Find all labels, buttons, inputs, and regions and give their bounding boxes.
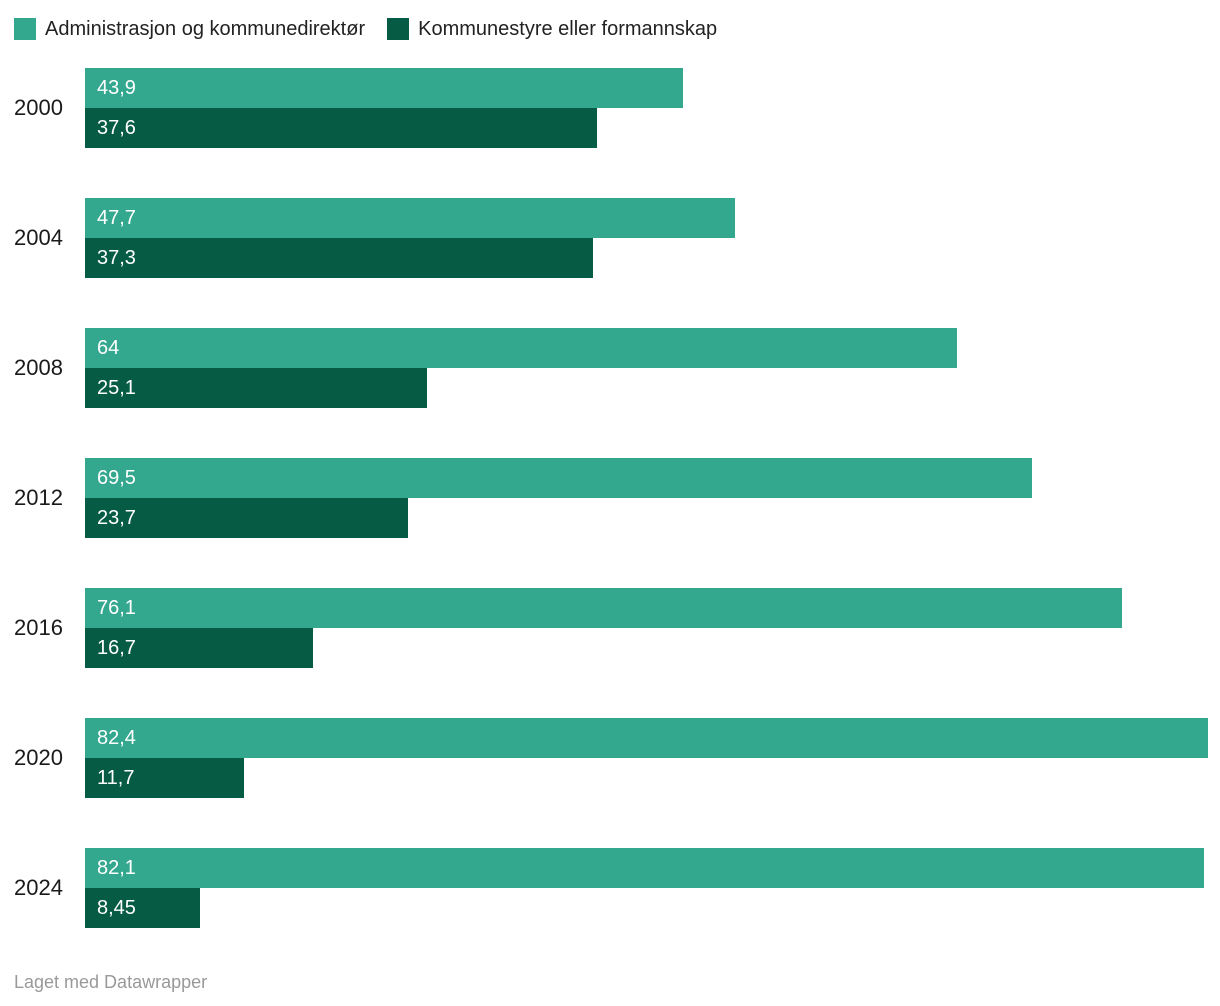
category-label: 2024	[14, 875, 63, 900]
legend-label: Kommunestyre eller formannskap	[418, 18, 718, 40]
category-label: 2008	[14, 355, 63, 380]
legend-swatch-icon	[387, 18, 410, 40]
bar-value-label: 23,7	[97, 507, 136, 529]
bar-pair: 64 25,1	[85, 328, 1208, 408]
bar-group: 2020 82,4 11,7	[14, 718, 1208, 798]
bar-value-label: 47,7	[97, 207, 136, 229]
bar[interactable]: 25,1	[85, 368, 428, 408]
bar-pair: 43,9 37,6	[85, 68, 1208, 148]
bar[interactable]: 82,4	[85, 718, 1208, 758]
bar[interactable]: 37,6	[85, 108, 598, 148]
bar-value-label: 64	[97, 337, 120, 359]
bar[interactable]: 16,7	[85, 628, 313, 668]
attribution: Laget med Datawrapper	[14, 972, 208, 992]
bar[interactable]: 47,7	[85, 198, 736, 238]
bar[interactable]: 76,1	[85, 588, 1123, 628]
legend-item: Administrasjon og kommunedirektør	[14, 17, 365, 41]
bar-group: 2000 43,9 37,6	[14, 68, 1208, 148]
bar-value-label: 8,45	[97, 897, 136, 919]
bar-group: 2024 82,1 8,45	[14, 848, 1208, 928]
bar[interactable]: 64	[85, 328, 958, 368]
bar[interactable]: 82,1	[85, 848, 1204, 888]
bar-value-label: 25,1	[97, 377, 136, 399]
bar-pair: 76,1 16,7	[85, 588, 1208, 668]
bar[interactable]: 8,45	[85, 888, 201, 928]
category-label: 2020	[14, 745, 63, 770]
bar[interactable]: 43,9	[85, 68, 684, 108]
bar-pair: 69,5 23,7	[85, 458, 1208, 538]
bar[interactable]: 23,7	[85, 498, 408, 538]
category-label: 2004	[14, 225, 63, 250]
plot-area: 2000 43,9 37,6 2004 47,7 37,3 2008 64 25,1 2012 69…	[14, 68, 1208, 928]
legend-swatch-icon	[14, 18, 36, 40]
category-label: 2016	[14, 615, 63, 640]
legend-item: Kommunestyre eller formannskap	[387, 17, 717, 41]
bar-value-label: 37,6	[97, 117, 136, 139]
category-label: 2012	[14, 485, 63, 510]
bar-value-label: 82,4	[97, 727, 136, 749]
bar-pair: 82,4 11,7	[85, 718, 1208, 798]
bar-value-label: 43,9	[97, 77, 136, 99]
bar-value-label: 37,3	[97, 247, 136, 269]
bar[interactable]: 69,5	[85, 458, 1033, 498]
legend-label: Administrasjon og kommunedirektør	[45, 18, 366, 40]
bar-value-label: 82,1	[97, 857, 136, 879]
bar[interactable]: 37,3	[85, 238, 594, 278]
bar-group: 2012 69,5 23,7	[14, 458, 1208, 538]
bar-value-label: 76,1	[97, 597, 136, 619]
bar-group: 2016 76,1 16,7	[14, 588, 1208, 668]
category-label: 2000	[14, 95, 63, 120]
bar-value-label: 11,7	[97, 767, 135, 789]
bar-group: 2008 64 25,1	[14, 328, 1208, 408]
bar-group: 2004 47,7 37,3	[14, 198, 1208, 278]
legend: Administrasjon og kommunedirektør Kommune…	[14, 17, 1208, 41]
bar-pair: 47,7 37,3	[85, 198, 1208, 278]
bar-value-label: 69,5	[97, 467, 136, 489]
bar-value-label: 16,7	[97, 637, 136, 659]
bar[interactable]: 11,7	[85, 758, 245, 798]
bar-pair: 82,1 8,45	[85, 848, 1208, 928]
